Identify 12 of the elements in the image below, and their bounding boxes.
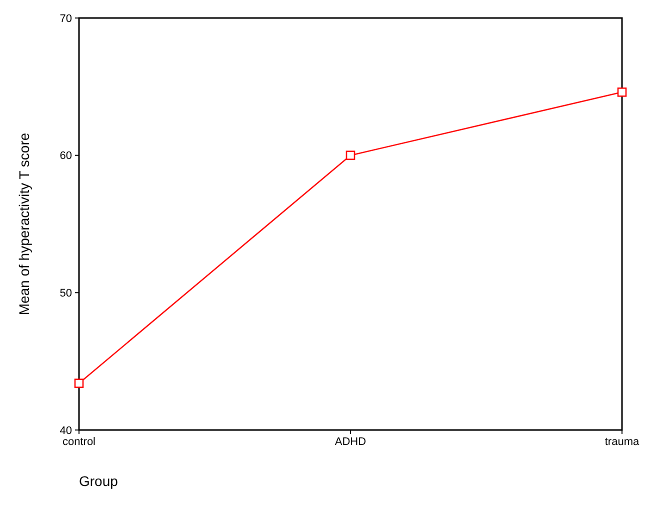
y-tick-label: 40 <box>60 424 72 437</box>
y-tick-label: 60 <box>60 150 72 162</box>
y-axis-title: Mean of hyperactivity T score <box>16 132 32 316</box>
x-tick-label: ADHD <box>334 436 366 448</box>
point <box>346 150 356 160</box>
x-axis-title: Group <box>79 473 118 489</box>
point <box>74 378 84 388</box>
x-tick-label: control <box>62 436 96 448</box>
point <box>617 88 627 97</box>
y-tick-label: 50 <box>60 288 72 300</box>
x-tick-label: trauma <box>604 436 640 448</box>
y-tick-label: 70 <box>60 12 72 25</box>
